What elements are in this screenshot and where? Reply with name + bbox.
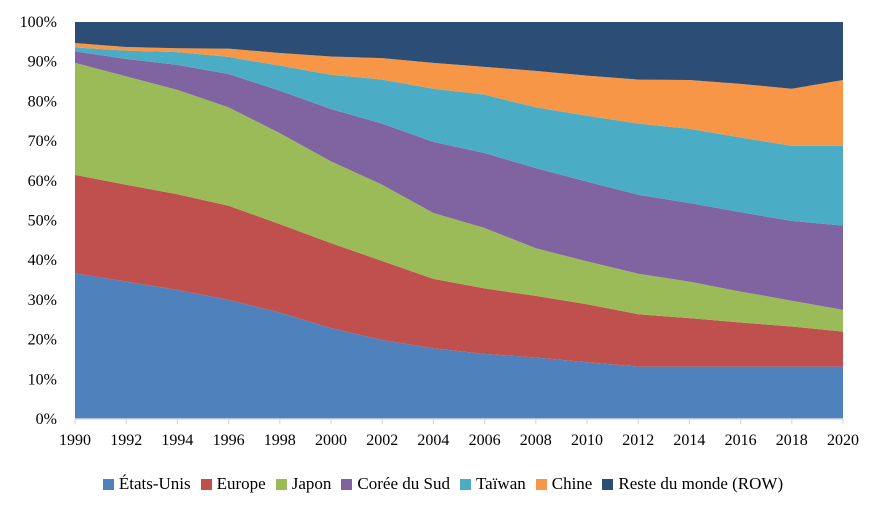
x-tick-label: 2016 [725,432,757,449]
x-tick-label: 2018 [776,432,808,449]
legend-item: Reste du monde (ROW) [602,474,783,494]
legend-label: Reste du monde (ROW) [618,474,784,493]
y-tick-label: 80% [28,93,57,110]
x-tick-label: 2014 [673,432,705,449]
legend-label: Chine [551,474,593,493]
legend-label: Taïwan [475,474,526,493]
legend-swatch [341,478,353,490]
y-tick-label: 90% [28,54,57,71]
x-tick-label: 2020 [827,432,859,449]
area-japon [75,62,843,332]
legend-item: Chine [535,474,593,494]
y-tick-label: 40% [28,252,57,269]
area-ta-wan [75,47,843,226]
x-tick-label: 1996 [213,432,245,449]
area-chine [75,43,843,146]
x-tick-label: 1998 [264,432,296,449]
legend-label: États-Unis [118,474,191,493]
legend-label: Europe [216,474,266,493]
stacked-area-chart: 0% 10% 20% 30% 40% 50% 60% 70% 80% 90% 100% 1990 199… [20,14,859,449]
y-tick-label: 0% [36,411,57,428]
legend-swatch [102,478,114,490]
legend-item: États-Unis [102,474,191,494]
area-cor-e-du-sud [75,51,843,310]
y-tick-label: 100% [20,14,57,31]
legend-item: Corée du Sud [341,474,450,494]
y-tick-label: 60% [28,173,57,190]
area-europe [75,174,843,367]
x-tick-label: 2002 [366,432,398,449]
area-series-group [75,22,843,419]
legend-item: Taïwan [459,474,526,494]
legend-label: Japon [291,474,332,493]
x-tick-label: 1992 [110,432,142,449]
y-tick-label: 30% [28,292,57,309]
x-tick-label: 2006 [469,432,501,449]
y-tick-label: 50% [28,213,57,230]
x-tick-label: 1994 [161,432,193,449]
y-tick-label: 20% [28,332,57,349]
x-tick-label: 2012 [622,432,654,449]
legend-swatch [459,478,471,490]
x-tick-label: 2008 [520,432,552,449]
x-tick-label: 1990 [59,432,91,449]
axes: 0% 10% 20% 30% 40% 50% 60% 70% 80% 90% 100% 1990 199… [20,14,859,449]
legend-swatch [535,478,547,490]
legend: États-Unis Europe Japon Corée du Sud Taïwan C… [0,474,886,494]
y-tick-label: 10% [28,371,57,388]
area--tats-unis [75,273,843,419]
x-tick-label: 2010 [571,432,603,449]
legend-swatch [200,478,212,490]
x-tick-label: 2004 [417,432,449,449]
legend-item: Japon [275,474,332,494]
legend-swatch [602,478,614,490]
area-reste-du-monde-row- [75,22,843,89]
legend-label: Corée du Sud [357,474,450,493]
y-tick-label: 70% [28,133,57,150]
x-tick-label: 2000 [315,432,347,449]
legend-item: Europe [200,474,266,494]
legend-swatch [275,478,287,490]
